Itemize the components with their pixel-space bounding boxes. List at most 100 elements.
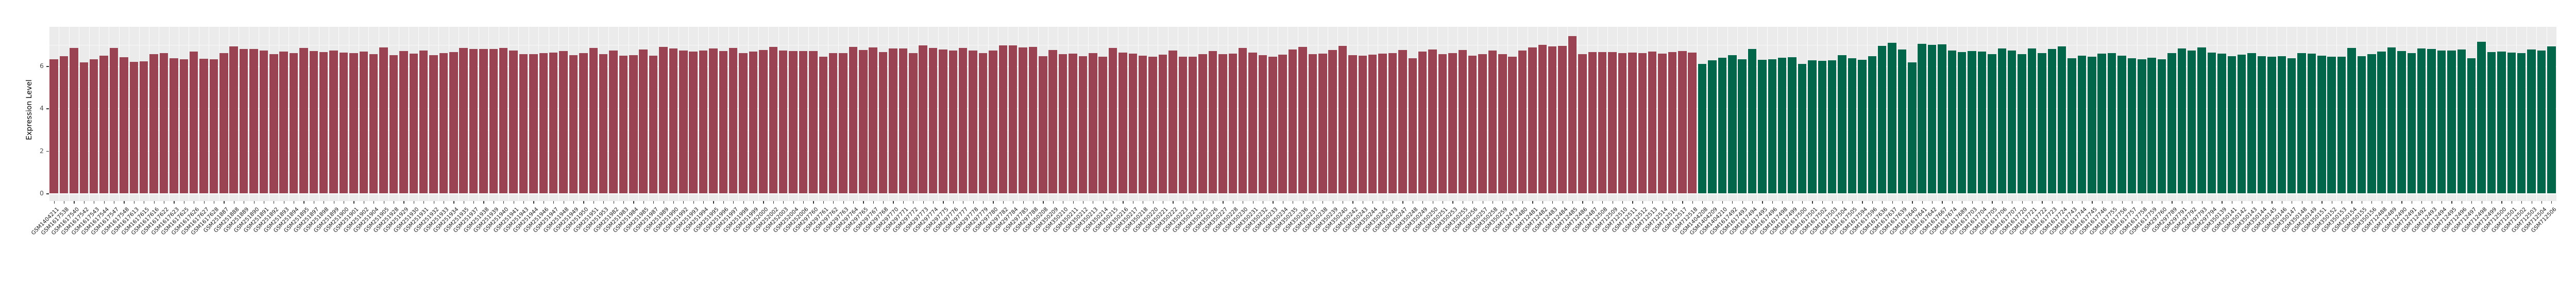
- x-axis-labels: GSM1404211 GSM1617538 GSM1617540 GSM1617542…: [30, 204, 2558, 299]
- vertical-gridline: [1567, 27, 1568, 201]
- bar-GSM251992: [679, 51, 688, 193]
- bar-GSM1404209: [1708, 60, 1717, 193]
- x-tick-mark: [2321, 201, 2323, 204]
- x-tick-mark: [533, 201, 534, 204]
- bar-GSM1617639: [1897, 49, 1907, 193]
- vertical-gridline: [2016, 27, 2018, 201]
- bar-GSM251996: [719, 51, 728, 193]
- bar-GSM251899: [329, 51, 338, 193]
- vertical-gridline: [2516, 27, 2517, 201]
- bar-GSM350230: [1238, 47, 1247, 193]
- x-tick-mark: [1522, 201, 1523, 204]
- x-tick-mark: [903, 201, 904, 204]
- bar-GSM297760: [2157, 59, 2166, 193]
- bar-GSM712490: [2397, 51, 2406, 193]
- x-tick-mark: [1003, 201, 1004, 204]
- vertical-gridline: [1907, 27, 1908, 201]
- vertical-gridline: [2187, 27, 2188, 201]
- bar-GSM1617548: [120, 57, 128, 193]
- bar-GSM350222: [1168, 51, 1177, 193]
- x-tick-mark: [1202, 201, 1204, 204]
- bar-GSM350145: [2267, 57, 2276, 193]
- x-tick-mark: [1402, 201, 1403, 204]
- x-tick-mark: [733, 201, 734, 204]
- bar-GSM251997: [729, 48, 738, 193]
- bar-GSM712512: [1638, 53, 1647, 193]
- vertical-gridline: [538, 27, 539, 201]
- x-tick-mark: [1452, 201, 1453, 204]
- vertical-gridline: [728, 27, 729, 201]
- vertical-gridline: [338, 27, 340, 201]
- x-tick-mark: [473, 201, 474, 204]
- bar-GSM350259: [1498, 54, 1507, 193]
- vertical-gridline: [1937, 27, 1938, 201]
- vertical-gridline: [1817, 27, 1818, 201]
- vertical-gridline: [708, 27, 709, 201]
- bar-GSM297764: [849, 47, 858, 193]
- bar-GSM1617493: [1738, 59, 1747, 193]
- y-tick-label: 2: [40, 146, 44, 155]
- x-tick-mark: [2151, 201, 2153, 204]
- x-tick-mark: [2471, 201, 2472, 204]
- x-tick-mark: [2072, 201, 2073, 204]
- bar-GSM1617704: [1977, 52, 1987, 193]
- bar-GSM350251: [1438, 54, 1447, 193]
- x-tick-mark: [2102, 201, 2103, 204]
- vertical-gridline: [608, 27, 609, 201]
- vertical-gridline: [1667, 27, 1668, 201]
- bar-GSM297782: [998, 45, 1007, 193]
- vertical-gridline: [2486, 27, 2487, 201]
- vertical-gridline: [1337, 27, 1338, 201]
- vertical-gridline: [738, 27, 739, 201]
- bar-GSM1617705: [1988, 54, 1996, 193]
- bar-GSM1617703: [1968, 51, 1976, 193]
- bar-GSM350240: [1338, 45, 1347, 193]
- x-tick-mark: [1352, 201, 1353, 204]
- bar-GSM1617540: [70, 48, 78, 193]
- bar-GSM297760: [809, 51, 818, 193]
- bar-GSM712501: [2507, 52, 2516, 193]
- y-tick-mark: [46, 66, 49, 67]
- vertical-gridline: [838, 27, 839, 201]
- x-tick-mark: [803, 201, 804, 204]
- vertical-gridline: [1757, 27, 1758, 201]
- vertical-gridline: [648, 27, 649, 201]
- x-tick-mark: [1802, 201, 1803, 204]
- bar-GSM1617538: [59, 56, 69, 193]
- bar-GSM251931: [419, 51, 428, 193]
- x-tick-mark: [54, 201, 55, 204]
- vertical-gridline: [858, 27, 859, 201]
- x-tick-mark: [973, 201, 974, 204]
- bar-GSM350247: [1398, 49, 1407, 193]
- bar-GSM1617498: [1778, 58, 1787, 193]
- bar-GSM1617755: [2107, 53, 2116, 193]
- bar-GSM251900: [339, 53, 348, 193]
- bar-GSM350220: [1148, 57, 1157, 193]
- x-tick-mark: [1742, 201, 1743, 204]
- bar-GSM251897: [309, 51, 318, 193]
- x-tick-mark: [1502, 201, 1503, 204]
- bar-GSM251983: [619, 55, 628, 193]
- bar-GSM350210: [1058, 54, 1067, 193]
- bar-GSM350258: [1488, 51, 1497, 193]
- vertical-gridline: [69, 27, 70, 201]
- x-tick-mark: [303, 201, 304, 204]
- bar-GSM350155: [2357, 56, 2366, 193]
- bar-GSM350139: [2217, 53, 2226, 193]
- x-tick-mark: [673, 201, 674, 204]
- vertical-gridline: [1837, 27, 1838, 201]
- bar-GSM297775: [939, 49, 947, 193]
- bar-GSM712482: [1538, 44, 1547, 193]
- bar-GSM712509: [1608, 52, 1617, 193]
- vertical-gridline: [1797, 27, 1798, 201]
- x-tick-mark: [743, 201, 744, 204]
- vertical-gridline: [1657, 27, 1658, 201]
- x-tick-mark: [1652, 201, 1653, 204]
- bar-GSM297768: [878, 52, 888, 193]
- x-tick-mark: [753, 201, 754, 204]
- vertical-gridline: [788, 27, 789, 201]
- vertical-gridline: [1717, 27, 1718, 201]
- bar-GSM1617744: [2077, 55, 2087, 193]
- bar-GSM297767: [869, 47, 877, 193]
- vertical-gridline: [2536, 27, 2537, 201]
